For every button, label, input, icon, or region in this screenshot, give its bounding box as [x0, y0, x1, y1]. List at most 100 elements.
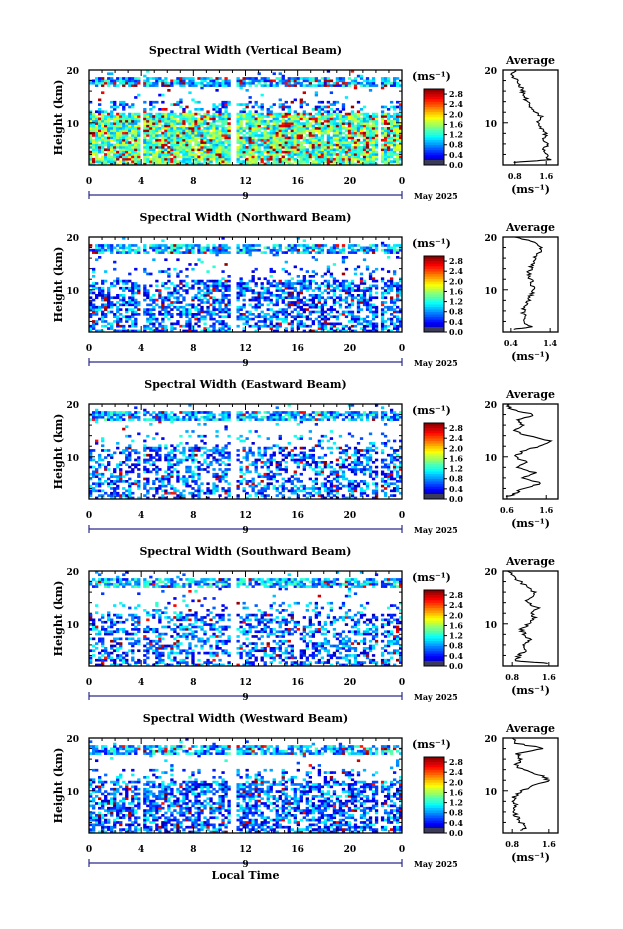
heatmap-cell	[344, 160, 349, 163]
heatmap-cell	[341, 246, 346, 250]
heatmap-cell	[323, 322, 328, 326]
heatmap-cell	[383, 155, 388, 159]
heatmap-cell	[155, 134, 159, 137]
heatmap-cell	[284, 160, 288, 163]
heatmap-cell	[302, 296, 306, 300]
heatmap-cell	[203, 131, 207, 135]
heatmap-cell	[167, 138, 171, 142]
heatmap-cell	[245, 282, 249, 285]
heatmap-cell	[278, 153, 282, 156]
heatmap-cell	[134, 141, 138, 144]
heatmap-cell	[101, 444, 105, 448]
heatmap-cell	[116, 446, 120, 450]
heatmap-cell	[398, 129, 403, 133]
heatmap-cell	[239, 282, 243, 285]
heatmap-cell	[191, 251, 195, 254]
heatmap-cell	[134, 117, 138, 121]
heatmap-cell	[92, 489, 96, 493]
colorbar-segment	[424, 286, 444, 290]
heatmap-cell	[161, 124, 165, 128]
heatmap-cell	[224, 282, 228, 285]
heatmap-cell	[299, 162, 303, 166]
heatmap-cell	[182, 329, 186, 333]
heatmap-cell	[143, 439, 147, 443]
heatmap-cell	[362, 317, 367, 321]
heatmap-cell	[113, 413, 117, 417]
heatmap-cell	[308, 117, 313, 121]
heatmap-cell	[212, 251, 216, 254]
heatmap-cell	[287, 162, 291, 166]
heatmap-cell	[149, 122, 153, 125]
heatmap-cell	[224, 108, 228, 111]
heatmap-cell	[146, 115, 150, 118]
heatmap-cell	[191, 246, 195, 250]
heatmap-cell	[101, 482, 105, 486]
heatmap-cell	[374, 296, 379, 300]
heatmap-cell	[107, 477, 111, 481]
heatmap-cell	[143, 81, 147, 85]
heatmap-cell	[170, 303, 174, 307]
heatmap-cell	[356, 322, 361, 326]
heatmap-cell	[191, 131, 195, 135]
heatmap-cell	[278, 308, 282, 311]
heatmap-cell	[125, 453, 129, 457]
heatmap-cell	[182, 480, 186, 483]
heatmap-cell	[296, 327, 300, 330]
heatmap-cell	[398, 284, 403, 288]
heatmap-cell	[128, 251, 132, 254]
heatmap-cell	[329, 246, 334, 250]
heatmap-cell	[239, 162, 243, 166]
heatmap-cell	[155, 458, 159, 462]
x-tick-label: 4	[138, 177, 144, 187]
heatmap-cell	[362, 301, 367, 304]
heatmap-cell	[320, 157, 325, 161]
heatmap-cell	[122, 79, 126, 83]
heatmap-cell	[203, 162, 207, 166]
heatmap-cell	[383, 115, 388, 118]
heatmap-cell	[131, 463, 135, 467]
colorbar-segment	[424, 139, 444, 143]
heatmap-cell	[374, 134, 379, 137]
heatmap-cell	[281, 320, 285, 323]
heatmap-cell	[299, 313, 303, 316]
heatmap-cell	[128, 487, 132, 490]
heatmap-cell	[284, 260, 288, 264]
heatmap-cell	[323, 289, 328, 292]
heatmap-cell	[152, 317, 156, 321]
heatmap-cell	[104, 315, 108, 319]
heatmap-cell	[245, 127, 249, 130]
heatmap-cell	[95, 420, 99, 424]
heatmap-cell	[164, 77, 168, 80]
heatmap-cell	[125, 138, 129, 142]
heatmap-cell	[197, 157, 201, 161]
heatmap-cell	[98, 305, 102, 309]
heatmap-cell	[236, 155, 240, 159]
heatmap-cell	[200, 162, 204, 166]
heatmap-cell	[368, 305, 373, 309]
heatmap-cell	[263, 148, 267, 152]
heatmap-cell	[320, 329, 325, 333]
heatmap-cell	[242, 313, 246, 316]
heatmap-cell	[104, 411, 108, 414]
heatmap-cell	[101, 77, 105, 80]
heatmap-cell	[179, 324, 183, 328]
heatmap-cell	[383, 136, 388, 140]
heatmap-cell	[356, 289, 361, 292]
heatmap-cell	[392, 119, 397, 123]
heatmap-cell	[212, 105, 216, 109]
heatmap-cell	[179, 496, 183, 500]
heatmap-cell	[128, 119, 132, 123]
heatmap-cell	[152, 324, 156, 328]
heatmap-cell	[98, 289, 102, 292]
heatmap-cell	[338, 313, 343, 316]
heatmap-cell	[293, 136, 297, 140]
heatmap-cell	[305, 138, 309, 142]
heatmap-cell	[89, 472, 93, 476]
heatmap-cell	[281, 267, 285, 271]
heatmap-cell	[281, 77, 285, 80]
heatmap-cell	[215, 127, 219, 130]
heatmap-cell	[137, 160, 141, 163]
heatmap-cell	[179, 119, 183, 123]
heatmap-cell	[368, 329, 373, 333]
heatmap-cell	[341, 148, 346, 152]
